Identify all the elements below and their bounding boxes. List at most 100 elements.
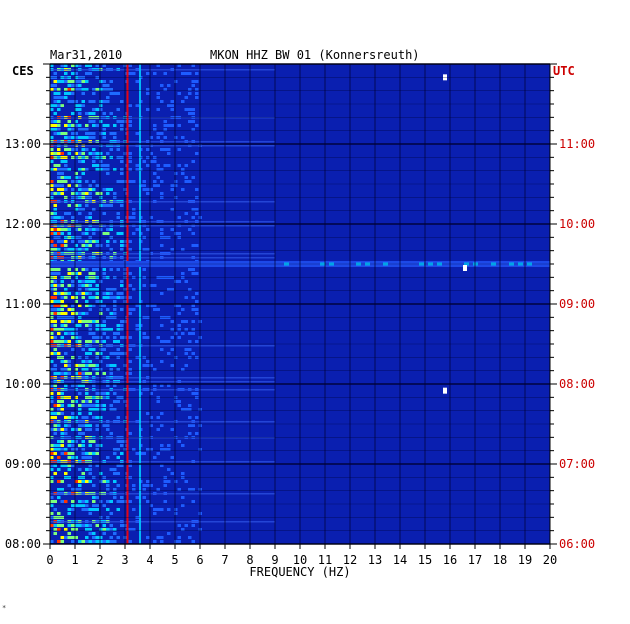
spectrum-cell bbox=[99, 88, 103, 91]
spectrum-cell bbox=[57, 400, 61, 403]
spectrum-cell bbox=[74, 372, 78, 375]
spectrum-cell bbox=[50, 320, 54, 323]
spectrum-cell bbox=[191, 500, 195, 503]
spectrum-cell bbox=[53, 340, 57, 343]
spectrum-cell bbox=[146, 192, 150, 195]
spectrum-cell bbox=[60, 428, 64, 431]
spectrum-cell bbox=[191, 304, 195, 307]
spectrum-cell bbox=[88, 472, 92, 475]
spectrum-cell bbox=[64, 292, 68, 295]
spectrum-cell bbox=[50, 280, 54, 283]
spectrum-cell bbox=[184, 408, 188, 411]
spectrum-cell bbox=[170, 428, 174, 431]
spectrum-cell bbox=[88, 112, 92, 115]
spectrum-cell bbox=[60, 336, 64, 339]
y-tick-label-utc: 07:00 bbox=[559, 457, 595, 471]
spectrum-cell bbox=[120, 244, 124, 247]
spectrum-cell bbox=[53, 528, 57, 531]
spectrum-cell bbox=[184, 96, 188, 99]
spectrum-cell bbox=[67, 84, 71, 87]
spectrum-cell bbox=[92, 92, 96, 95]
spectrum-cell bbox=[60, 132, 64, 135]
spectrum-cell bbox=[181, 188, 185, 191]
spectrum-cell bbox=[156, 508, 160, 511]
spectrum-cell bbox=[53, 204, 57, 207]
spectrum-cell bbox=[156, 488, 160, 491]
spectrum-cell bbox=[50, 64, 54, 67]
spectrum-cell bbox=[74, 448, 78, 451]
spectrum-cell bbox=[53, 92, 57, 95]
spectrum-cell bbox=[177, 92, 181, 95]
spectrum-cell bbox=[92, 148, 96, 151]
spectrum-cell bbox=[81, 400, 85, 403]
spectrum-cell bbox=[135, 104, 139, 107]
left-timezone-label: CES bbox=[12, 64, 34, 78]
spectrum-cell bbox=[95, 124, 99, 127]
spectrum-cell bbox=[53, 168, 57, 171]
spectrum-cell bbox=[53, 428, 57, 431]
spectrum-cell bbox=[67, 464, 71, 467]
spectrum-cell bbox=[160, 232, 164, 235]
spectrum-cell bbox=[78, 288, 82, 291]
streak bbox=[50, 421, 275, 423]
spectrum-cell bbox=[184, 180, 188, 183]
spectrum-cell bbox=[184, 328, 188, 331]
spectrum-cell bbox=[71, 332, 75, 335]
spectrum-cell bbox=[174, 304, 178, 307]
x-tick-label: 7 bbox=[221, 553, 228, 567]
spectrum-cell bbox=[195, 432, 199, 435]
spectrum-cell bbox=[109, 468, 113, 471]
spectrum-cell bbox=[116, 268, 120, 271]
spectrum-cell bbox=[64, 160, 68, 163]
spectrum-cell bbox=[78, 444, 82, 447]
streak bbox=[50, 345, 275, 347]
spectrum-cell bbox=[174, 184, 178, 187]
spectrum-cell bbox=[106, 152, 110, 155]
spectrum-cell bbox=[120, 232, 124, 235]
spectrum-cell bbox=[53, 212, 57, 215]
spectrum-cell bbox=[81, 540, 85, 543]
spectrum-cell bbox=[92, 440, 96, 443]
spectrum-cell bbox=[177, 328, 181, 331]
spectrum-cell bbox=[71, 92, 75, 95]
spectrum-cell bbox=[85, 248, 89, 251]
spectrum-cell bbox=[81, 296, 85, 299]
spectrum-cell bbox=[67, 124, 71, 127]
spectrum-cell bbox=[95, 424, 99, 427]
spectrum-cell bbox=[95, 292, 99, 295]
spectrum-cell bbox=[167, 444, 171, 447]
spectrum-cell bbox=[92, 136, 96, 139]
corner-mark: * bbox=[2, 604, 7, 612]
spectrum-cell bbox=[88, 324, 92, 327]
spectrum-cell bbox=[149, 136, 153, 139]
spectrum-cell bbox=[78, 324, 82, 327]
spectrum-cell bbox=[106, 488, 110, 491]
spectrum-cell bbox=[167, 480, 171, 483]
spectrum-cell bbox=[81, 432, 85, 435]
spectrum-cell bbox=[57, 412, 61, 415]
spectrum-cell bbox=[99, 104, 103, 107]
spectrum-cell bbox=[195, 96, 199, 99]
spectrum-cell bbox=[128, 312, 132, 315]
spectrum-cell bbox=[53, 184, 57, 187]
spectrum-cell bbox=[153, 456, 157, 459]
spectrum-cell bbox=[71, 428, 75, 431]
spectrum-cell bbox=[74, 368, 78, 371]
spectrum-cell bbox=[128, 216, 132, 219]
chart-date: Mar31,2010 bbox=[50, 48, 123, 62]
spectrum-cell bbox=[57, 216, 61, 219]
spectrum-cell bbox=[163, 164, 167, 167]
spectrum-cell bbox=[67, 364, 71, 367]
spectrum-cell bbox=[128, 124, 132, 127]
spectrum-cell bbox=[170, 288, 174, 291]
spectrum-cell bbox=[57, 268, 61, 271]
spectrum-cell bbox=[174, 508, 178, 511]
spectrum-cell bbox=[106, 244, 110, 247]
spectrum-cell bbox=[113, 300, 117, 303]
spectrum-cell bbox=[71, 84, 75, 87]
spectrum-cell bbox=[170, 188, 174, 191]
spectrum-cell bbox=[67, 88, 71, 91]
spectrum-cell bbox=[74, 172, 78, 175]
x-tick-label: 10 bbox=[293, 553, 307, 567]
spectrum-cell bbox=[85, 364, 89, 367]
